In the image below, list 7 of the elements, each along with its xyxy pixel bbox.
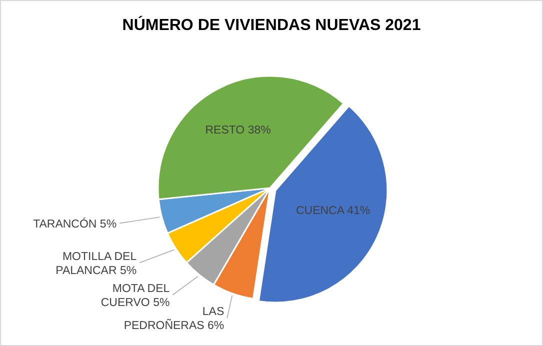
slice-label: CUENCA 41% (296, 204, 370, 217)
slice-label: RESTO 38% (205, 124, 271, 136)
chart-title: NÚMERO DE VIVIENDAS NUEVAS 2021 (122, 15, 421, 34)
slice-label: TARANCÓN 5% (33, 217, 117, 230)
slice-label: MOTILLA DEL PALANCAR 5% (56, 250, 138, 277)
slice-label: LAS PEDROÑERAS 6% (124, 306, 224, 332)
slice-label: MOTA DEL CUERVO 5% (100, 282, 170, 309)
